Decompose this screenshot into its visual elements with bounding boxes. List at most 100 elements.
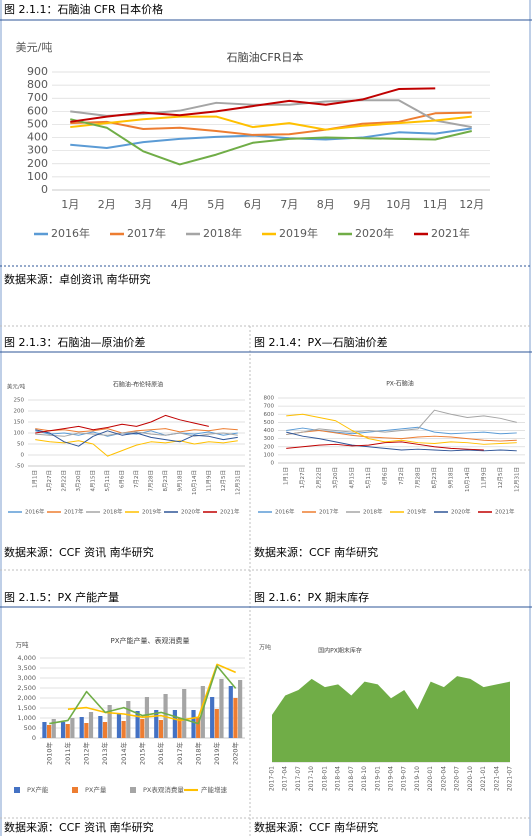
y-tick-label: 700 xyxy=(27,91,48,104)
x-tick-label: 9月18日 xyxy=(447,467,454,489)
series-line xyxy=(286,413,517,445)
figure-caption: 图 2.1.3：石脑油—原油价差 xyxy=(4,335,146,349)
bar xyxy=(88,712,94,738)
legend-label: 2018年 xyxy=(203,226,242,240)
chart-title: 石脑油-布伦特原油 xyxy=(113,381,163,389)
x-tick-label: 11月9日 xyxy=(480,467,487,489)
chart-title: 石脑油CFR日本 xyxy=(227,50,304,64)
legend-label: 2019年 xyxy=(279,226,318,240)
source-note: 数据来源：CCF 资讯 南华研究 xyxy=(4,545,154,559)
x-tick-label: 12月5日 xyxy=(497,467,504,489)
legend-swatch xyxy=(14,787,20,793)
y-tick-label: 4,000 xyxy=(17,654,36,662)
x-tick-label: 2018-04 xyxy=(335,766,342,791)
x-tick-label: 2017年 xyxy=(175,742,184,766)
y-tick-label: 200 xyxy=(27,157,48,170)
bar xyxy=(98,716,103,738)
x-tick-label: 5月11日 xyxy=(104,470,111,492)
bar xyxy=(177,718,182,738)
source-note: 数据来源：CCF 南华研究 xyxy=(254,545,378,559)
y-tick-label: 900 xyxy=(27,65,48,78)
y-tick-label: 400 xyxy=(27,131,48,144)
x-tick-label: 2018-10 xyxy=(361,766,368,791)
x-tick-label: 4月15日 xyxy=(90,470,97,492)
series-line xyxy=(49,665,237,725)
legend-label: 2017年 xyxy=(64,508,84,516)
y-tick-label: 600 xyxy=(264,412,275,418)
x-tick-label: 12月 xyxy=(459,198,484,211)
x-tick-label: 12月5日 xyxy=(220,470,227,492)
y-tick-label: 2,000 xyxy=(17,694,36,702)
bar xyxy=(65,724,70,738)
y-tick-label: 2,500 xyxy=(17,684,36,692)
x-tick-label: 7月28日 xyxy=(147,470,154,492)
bar xyxy=(121,721,126,738)
legend-label: 2020年 xyxy=(355,226,394,240)
x-tick-label: 2018年 xyxy=(193,742,202,766)
x-tick-label: 2019年 xyxy=(212,742,221,766)
bar xyxy=(60,722,66,738)
bar xyxy=(135,711,140,738)
x-tick-label: 3月20日 xyxy=(75,470,82,492)
x-tick-label: 5月 xyxy=(207,198,225,211)
x-tick-label: 2020年 xyxy=(231,742,240,766)
bar xyxy=(238,680,243,738)
series-line xyxy=(70,118,472,166)
legend-label: 2016年 xyxy=(25,508,45,516)
x-tick-label: 2011年 xyxy=(63,742,72,766)
x-tick-label: 4月 xyxy=(171,198,189,211)
series-line xyxy=(35,414,209,434)
x-tick-label: 2020-07 xyxy=(454,766,461,791)
y-tick-label: 500 xyxy=(264,420,275,426)
x-tick-label: 10月 xyxy=(386,198,411,211)
bar xyxy=(158,720,163,738)
series-line xyxy=(70,115,472,131)
series-line xyxy=(286,430,517,442)
legend-label: 2020年 xyxy=(181,508,201,516)
x-tick-label: 2020-04 xyxy=(440,766,447,791)
legend-swatch xyxy=(72,787,78,793)
x-tick-label: 2018-01 xyxy=(321,766,328,791)
x-tick-label: 2月22日 xyxy=(61,470,68,492)
x-tick-label: 10月14日 xyxy=(191,470,198,495)
x-tick-label: 3月20日 xyxy=(332,467,339,489)
x-tick-label: 2月22日 xyxy=(316,467,323,489)
bar xyxy=(102,722,108,738)
x-tick-label: 4月15日 xyxy=(349,467,356,489)
x-tick-label: 2017-01 xyxy=(269,766,276,791)
y-tick-label: 100 xyxy=(27,170,48,183)
x-tick-label: 2021-07 xyxy=(507,766,514,791)
x-tick-label: 2020-10 xyxy=(467,766,474,791)
source-note: 数据来源：CCF 南华研究 xyxy=(254,820,378,834)
figure-caption: 图 2.1.6：PX 期末库存 xyxy=(254,590,369,604)
x-tick-label: 2015年 xyxy=(138,742,147,766)
bar xyxy=(233,698,238,738)
y-tick-label: 50 xyxy=(17,442,24,448)
x-tick-label: 1月1日 xyxy=(283,467,290,485)
series-line xyxy=(35,428,238,434)
x-tick-label: 2月 xyxy=(98,198,116,211)
y-tick-label: 0 xyxy=(41,183,48,196)
y-tick-label: 700 xyxy=(264,404,275,410)
y-tick-label: 0 xyxy=(21,453,25,459)
legend-label: 2021年 xyxy=(495,508,515,516)
legend-label: 2018年 xyxy=(363,508,383,516)
x-tick-label: 7月2日 xyxy=(133,470,140,488)
x-tick-label: 1月27日 xyxy=(299,467,306,489)
bar xyxy=(172,710,177,738)
bar xyxy=(84,723,89,738)
x-tick-label: 2012年 xyxy=(82,742,91,766)
legend-label: PX产量 xyxy=(85,785,107,794)
figure-caption: 图 2.1.5：PX 产能产量 xyxy=(4,590,119,604)
legend-label: 产能增速 xyxy=(201,785,228,794)
series-line xyxy=(286,441,484,451)
legend-label: 2017年 xyxy=(127,226,166,240)
x-tick-label: 1月 xyxy=(61,198,79,211)
y-tick-label: 1,000 xyxy=(17,714,36,722)
bar xyxy=(140,719,145,738)
x-tick-label: 2017-04 xyxy=(282,766,289,791)
y-axis-unit: 万吨 xyxy=(16,640,30,649)
y-tick-label: 150 xyxy=(14,420,25,426)
bar xyxy=(107,705,112,738)
